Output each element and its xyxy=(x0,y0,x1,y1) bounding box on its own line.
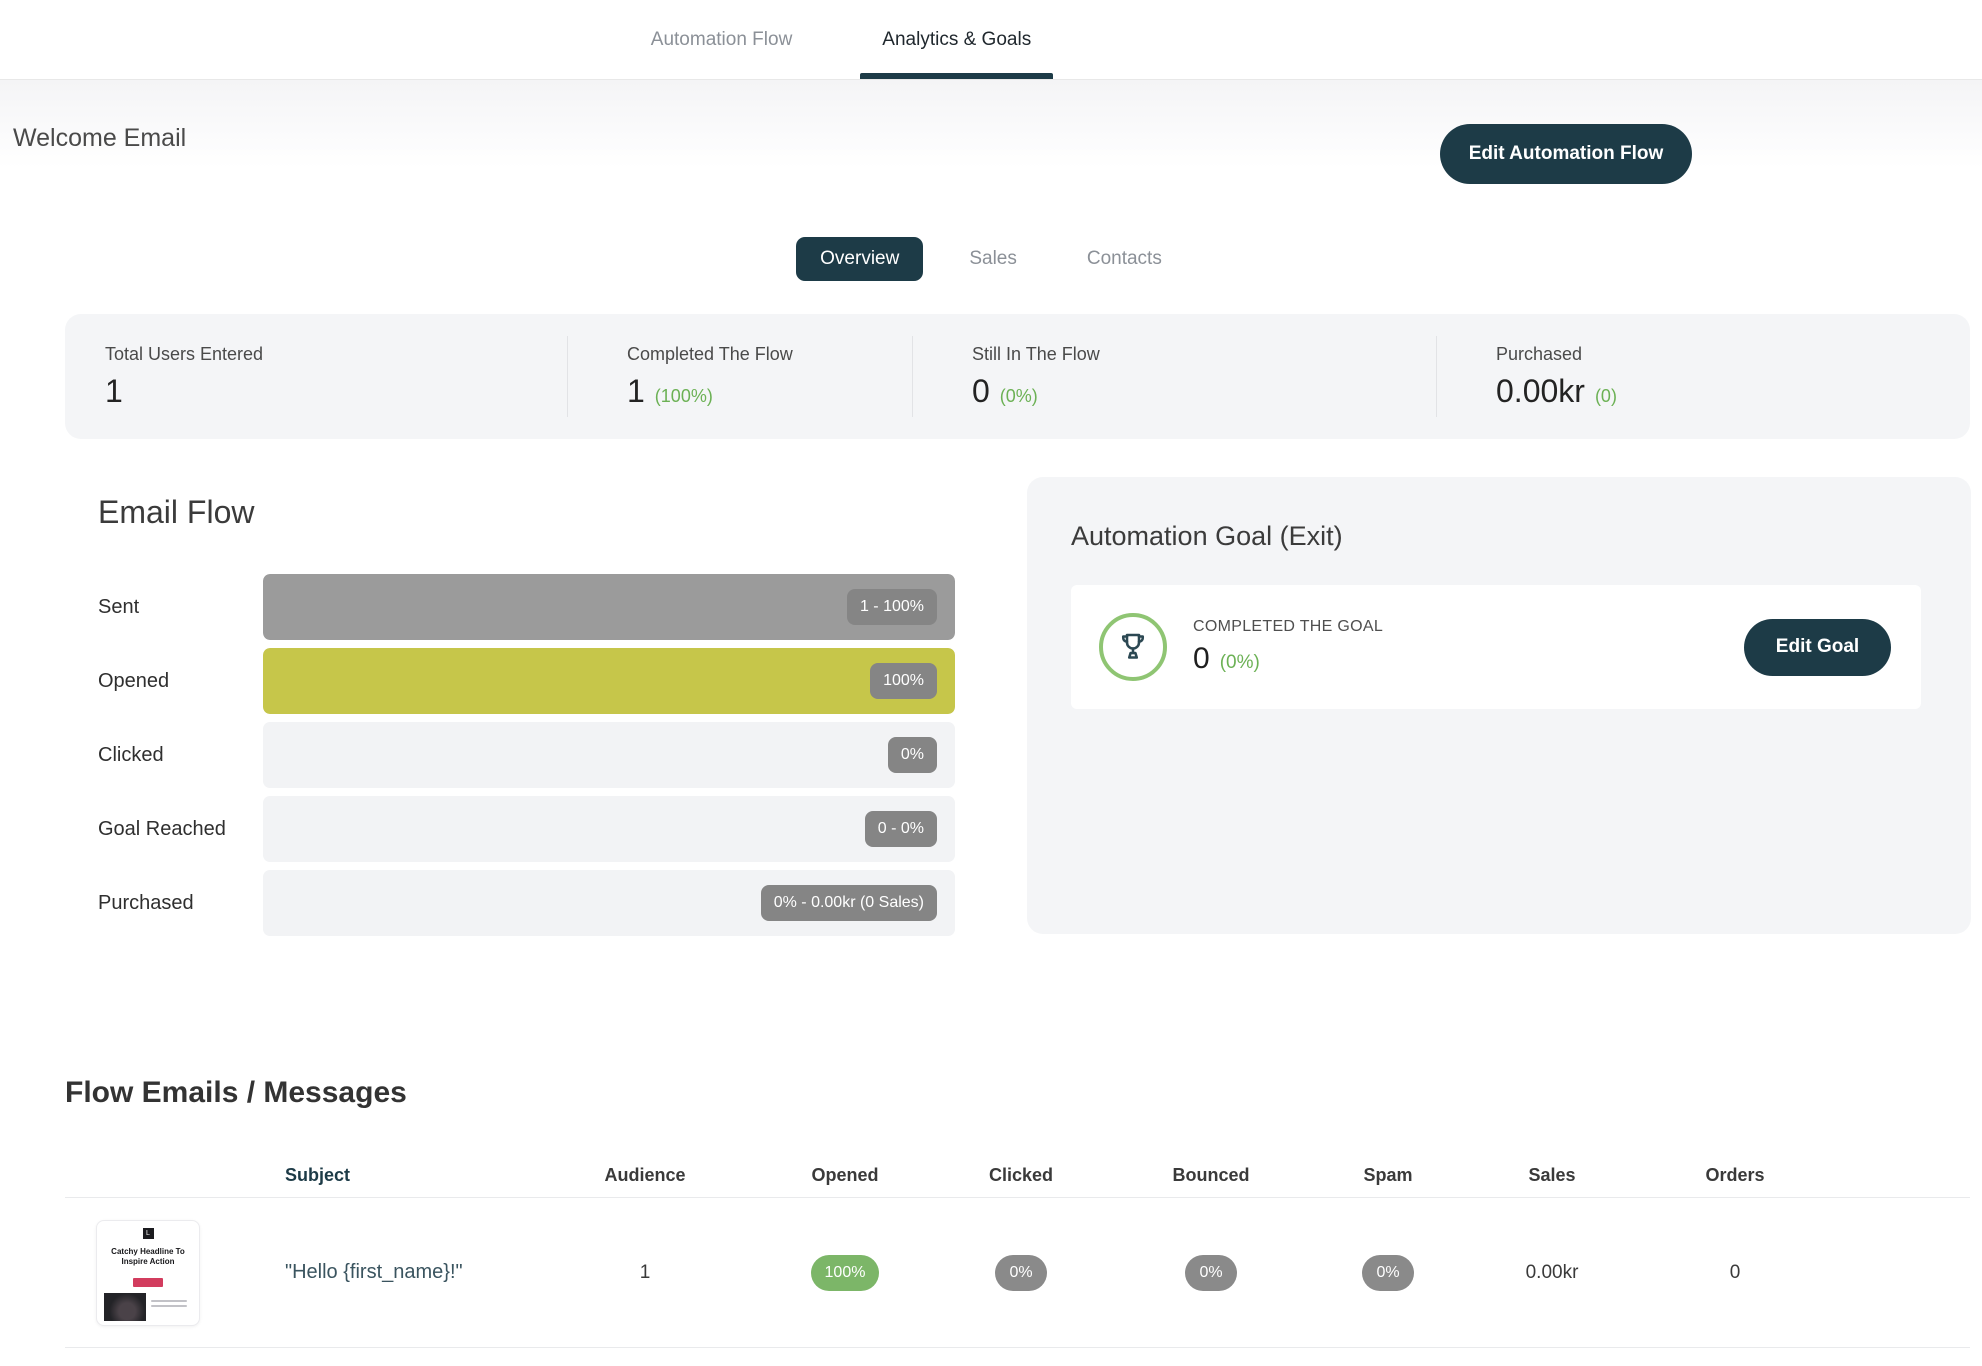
column-header-opened: Opened xyxy=(811,1164,879,1185)
thumbnail-caption-lines xyxy=(151,1293,192,1310)
bounced-rate-pill: 0% xyxy=(1185,1254,1237,1291)
funnel-bar-fill xyxy=(263,648,955,714)
goal-label: COMPLETED THE GOAL xyxy=(1193,618,1384,635)
tab-analytics-goals[interactable]: Analytics & Goals xyxy=(860,0,1054,79)
opened-rate-pill: 100% xyxy=(810,1254,880,1291)
thumbnail-cta-button xyxy=(133,1278,163,1288)
stat-sub-value: (0%) xyxy=(999,386,1038,406)
stat-completed-the-flow: Completed The Flow 1 (100%) xyxy=(567,314,912,439)
spam-cell: 0% xyxy=(1335,1254,1441,1291)
goal-sub-value: (0%) xyxy=(1219,652,1260,673)
stat-sub-value: (100%) xyxy=(654,386,713,406)
sales-value: 0.00kr xyxy=(1525,1261,1579,1283)
stat-purchased: Purchased 0.00kr (0) xyxy=(1436,314,1970,439)
trophy-icon xyxy=(1099,613,1167,681)
funnel-bar: 0% - 0.00kr (0 Sales) xyxy=(263,870,955,936)
view-subtabs: Overview Sales Contacts xyxy=(0,237,1982,281)
thumbnail-cell: L Catchy Headline To Inspire Action xyxy=(65,1219,285,1326)
table-header-row: Subject Audience Opened Clicked Bounced … xyxy=(65,1153,1970,1198)
funnel-badge: 0 - 0% xyxy=(864,811,937,847)
goal-info: COMPLETED THE GOAL 0 (0%) xyxy=(1193,618,1383,676)
edit-goal-button[interactable]: Edit Goal xyxy=(1744,618,1891,676)
email-flow-section: Email Flow Sent 1 - 100% Opened 100% Cli… xyxy=(98,439,955,936)
stat-total-users-entered: Total Users Entered 1 xyxy=(65,314,567,439)
column-header-spam: Spam xyxy=(1363,1164,1413,1185)
funnel-bar: 0 - 0% xyxy=(263,796,955,862)
funnel-row-opened: Opened 100% xyxy=(98,648,955,714)
opened-cell: 100% xyxy=(735,1254,955,1291)
audience-value: 1 xyxy=(639,1261,651,1283)
funnel-row-clicked: Clicked 0% xyxy=(98,722,955,788)
stats-summary-bar: Total Users Entered 1 Completed The Flow… xyxy=(65,314,1970,439)
funnel-bar-fill xyxy=(263,574,955,640)
spam-rate-pill: 0% xyxy=(1362,1254,1414,1291)
email-thumbnail[interactable]: L Catchy Headline To Inspire Action xyxy=(96,1219,200,1326)
column-header-orders: Orders xyxy=(1705,1164,1765,1185)
page-header: Welcome Email Edit Automation Flow xyxy=(0,80,1982,237)
funnel-badge: 100% xyxy=(870,663,937,699)
column-header-sales: Sales xyxy=(1528,1164,1576,1185)
stat-value: 1 xyxy=(627,373,645,409)
funnel-badge: 0% xyxy=(887,737,937,773)
stat-value: 0 xyxy=(972,373,990,409)
clicked-rate-pill: 0% xyxy=(995,1254,1047,1291)
stat-value: 0.00kr xyxy=(1496,373,1585,409)
email-subject[interactable]: "Hello {first_name}!" xyxy=(285,1261,463,1283)
automation-goal-panel: Automation Goal (Exit) COMPLETED THE GOA… xyxy=(1027,477,1971,934)
clicked-cell: 0% xyxy=(955,1254,1087,1291)
column-header-clicked: Clicked xyxy=(988,1164,1054,1185)
funnel-bar: 1 - 100% xyxy=(263,574,955,640)
funnel-label: Opened xyxy=(98,669,170,692)
stat-label: Still In The Flow xyxy=(972,344,1100,364)
page-title: Welcome Email xyxy=(13,124,187,152)
top-tabs: Automation Flow Analytics & Goals xyxy=(629,0,1054,79)
funnel-label: Sent xyxy=(98,595,140,618)
stat-sub-value: (0) xyxy=(1594,386,1617,406)
main-content: Email Flow Sent 1 - 100% Opened 100% Cli… xyxy=(0,439,1982,936)
column-header-subject: Subject xyxy=(285,1164,351,1185)
flow-emails-title: Flow Emails / Messages xyxy=(65,1076,407,1109)
stat-still-in-the-flow: Still In The Flow 0 (0%) xyxy=(912,314,1436,439)
thumbnail-person-photo xyxy=(104,1293,146,1322)
funnel-label: Goal Reached xyxy=(98,817,226,840)
goal-panel-title: Automation Goal (Exit) xyxy=(1071,521,1343,551)
funnel-label: Clicked xyxy=(98,743,164,766)
funnel-row-goal-reached: Goal Reached 0 - 0% xyxy=(98,796,955,862)
funnel-row-sent: Sent 1 - 100% xyxy=(98,574,955,640)
tab-label: Analytics & Goals xyxy=(882,28,1032,50)
thumbnail-logo: L xyxy=(142,1227,154,1239)
flow-emails-section: Flow Emails / Messages Subject Audience … xyxy=(65,1076,1970,1348)
goal-card: COMPLETED THE GOAL 0 (0%) Edit Goal xyxy=(1071,585,1921,709)
top-tabbar: Automation Flow Analytics & Goals xyxy=(0,0,1982,80)
funnel-label: Purchased xyxy=(98,891,194,914)
email-flow-funnel: Sent 1 - 100% Opened 100% Clicked 0% xyxy=(98,574,955,936)
stat-value: 1 xyxy=(105,373,123,409)
goal-value: 0 xyxy=(1193,642,1210,675)
subtab-overview[interactable]: Overview xyxy=(796,237,924,281)
funnel-row-purchased: Purchased 0% - 0.00kr (0 Sales) xyxy=(98,870,955,936)
stat-label: Completed The Flow xyxy=(627,344,793,364)
subtab-sales[interactable]: Sales xyxy=(945,237,1041,281)
thumbnail-headline: Catchy Headline To Inspire Action xyxy=(111,1246,185,1266)
bounced-cell: 0% xyxy=(1087,1254,1335,1291)
stat-label: Total Users Entered xyxy=(105,344,264,364)
tab-label: Automation Flow xyxy=(650,28,793,50)
funnel-badge: 0% - 0.00kr (0 Sales) xyxy=(760,885,937,921)
funnel-bar: 100% xyxy=(263,648,955,714)
funnel-badge: 1 - 100% xyxy=(846,589,937,625)
orders-value: 0 xyxy=(1729,1261,1741,1283)
column-header-bounced: Bounced xyxy=(1172,1164,1250,1185)
funnel-bar: 0% xyxy=(263,722,955,788)
table-row: L Catchy Headline To Inspire Action "Hel… xyxy=(65,1198,1970,1348)
active-tab-underline xyxy=(860,73,1054,79)
edit-automation-flow-button[interactable]: Edit Automation Flow xyxy=(1440,124,1692,184)
subtab-contacts[interactable]: Contacts xyxy=(1063,237,1186,281)
email-flow-title: Email Flow xyxy=(98,494,255,530)
tab-automation-flow[interactable]: Automation Flow xyxy=(629,0,815,79)
column-header-audience: Audience xyxy=(604,1164,686,1185)
stat-label: Purchased xyxy=(1496,344,1583,364)
